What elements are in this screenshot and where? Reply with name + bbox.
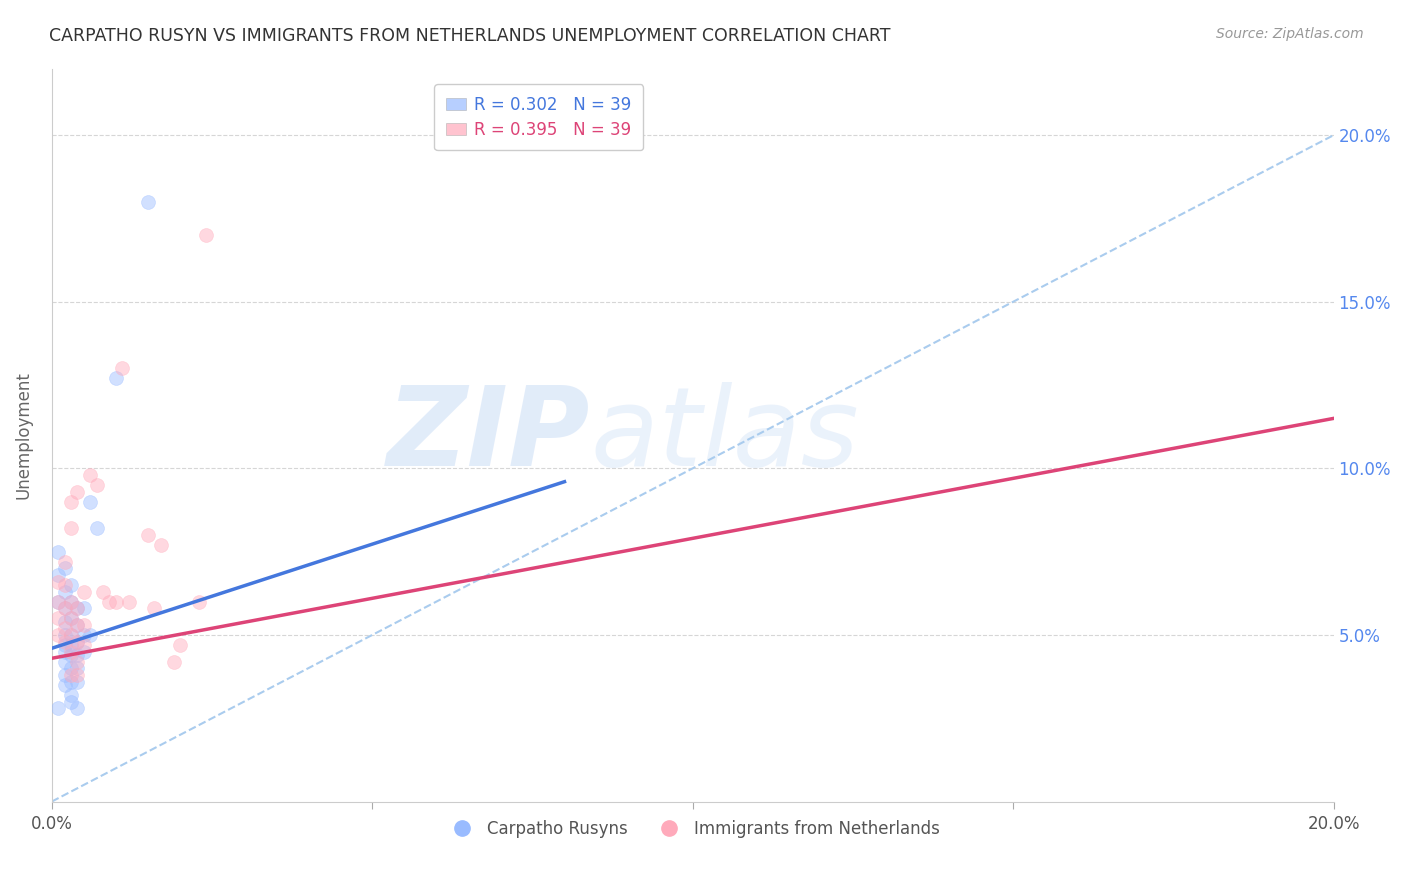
Point (66, 618, 89, 632)
Point (66, 701, 89, 715)
Point (66, 634, 89, 648)
Point (59, 674, 82, 689)
Text: CARPATHO RUSYN VS IMMIGRANTS FROM NETHERLANDS UNEMPLOYMENT CORRELATION CHART: CARPATHO RUSYN VS IMMIGRANTS FROM NETHER… (49, 27, 891, 45)
Point (111, 361, 134, 376)
Point (59, 494, 82, 508)
Point (79, 628, 101, 642)
Point (59, 611, 82, 625)
Point (46, 574, 69, 589)
Point (59, 695, 82, 709)
Point (53, 628, 76, 642)
Point (53, 601, 76, 615)
Point (46, 701, 69, 715)
Point (73, 638, 96, 652)
Point (162, 655, 184, 669)
Point (66, 648, 89, 662)
Point (59, 521, 82, 535)
Point (66, 618, 89, 632)
Legend: Carpatho Rusyns, Immigrants from Netherlands: Carpatho Rusyns, Immigrants from Netherl… (439, 814, 946, 845)
Point (53, 645, 76, 659)
Point (46, 544, 69, 558)
Point (53, 668, 76, 682)
Point (149, 538, 172, 552)
Point (66, 674, 89, 689)
Point (73, 601, 96, 615)
Point (194, 228, 217, 243)
Point (59, 688, 82, 702)
Point (53, 678, 76, 692)
Point (169, 638, 191, 652)
Point (59, 578, 82, 592)
Point (79, 494, 101, 508)
Point (79, 468, 101, 483)
Point (86, 478, 108, 492)
Point (66, 668, 89, 682)
Point (53, 621, 76, 635)
Point (98, 594, 121, 608)
Point (53, 601, 76, 615)
Point (66, 601, 89, 615)
Point (118, 594, 141, 608)
Point (59, 611, 82, 625)
Point (59, 648, 82, 662)
Point (59, 645, 82, 659)
Point (46, 628, 69, 642)
Point (46, 594, 69, 608)
Point (46, 611, 69, 625)
Point (59, 668, 82, 682)
Text: ZIP: ZIP (387, 382, 591, 489)
Point (136, 528, 159, 542)
Point (136, 194, 159, 209)
Point (66, 655, 89, 669)
Point (59, 594, 82, 608)
Point (66, 661, 89, 675)
Point (73, 628, 96, 642)
Point (53, 561, 76, 575)
Point (53, 655, 76, 669)
Point (143, 601, 166, 615)
Point (53, 638, 76, 652)
Text: Source: ZipAtlas.com: Source: ZipAtlas.com (1216, 27, 1364, 41)
Point (59, 661, 82, 675)
Point (59, 594, 82, 608)
Text: atlas: atlas (591, 382, 859, 489)
Point (91, 584, 114, 599)
Point (188, 594, 211, 608)
Point (66, 601, 89, 615)
Point (73, 618, 96, 632)
Point (59, 638, 82, 652)
Point (53, 555, 76, 569)
Point (104, 594, 127, 608)
Point (59, 628, 82, 642)
Point (73, 584, 96, 599)
Point (46, 594, 69, 608)
Point (66, 634, 89, 648)
Point (53, 578, 76, 592)
Point (59, 628, 82, 642)
Point (104, 371, 127, 385)
Point (53, 615, 76, 629)
Point (66, 484, 89, 499)
Point (53, 634, 76, 648)
Point (86, 521, 108, 535)
Point (46, 568, 69, 582)
Y-axis label: Unemployment: Unemployment (15, 371, 32, 499)
Point (73, 645, 96, 659)
Point (53, 584, 76, 599)
